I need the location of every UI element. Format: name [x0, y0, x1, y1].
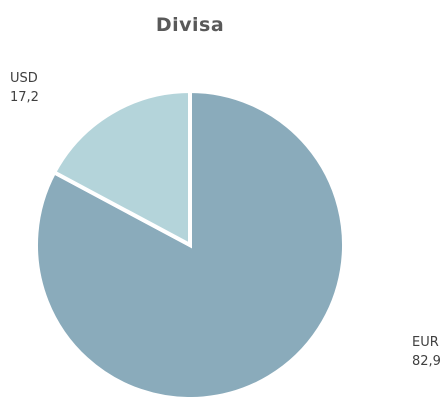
- slice-label-eur: EUR: [412, 335, 439, 350]
- chart-title: Divisa: [155, 14, 225, 36]
- pie-slice-usd: [51, 88, 192, 249]
- slice-labels: EUR 82,9 USD 17,2: [10, 71, 441, 369]
- pie-slices: [34, 88, 346, 397]
- slice-label-usd: USD: [10, 71, 38, 86]
- slice-value-eur: 82,9: [412, 354, 441, 369]
- slice-value-usd: 17,2: [10, 90, 39, 105]
- pie-slice-eur: [34, 88, 346, 397]
